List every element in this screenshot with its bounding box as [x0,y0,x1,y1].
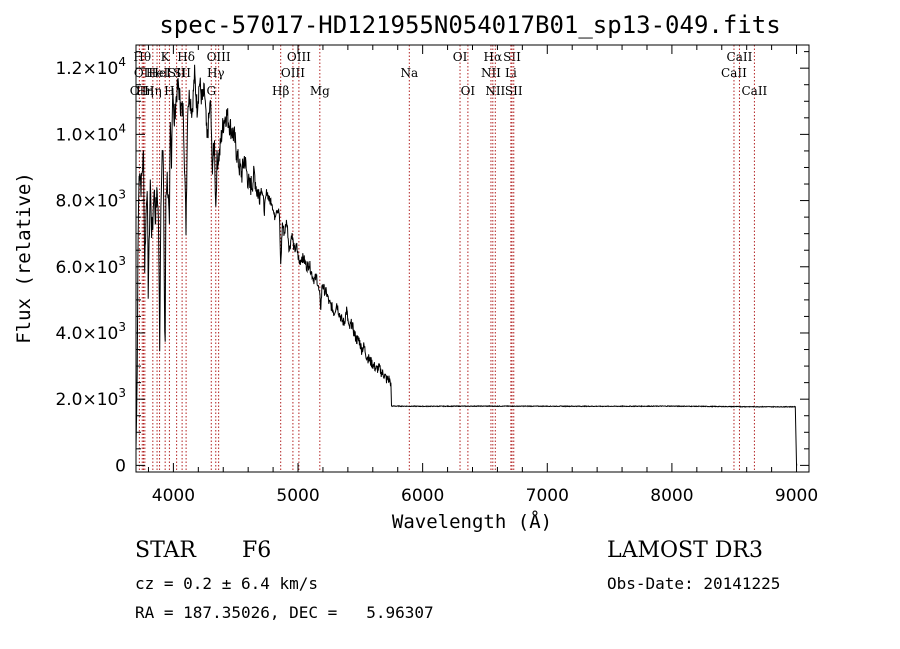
y-tick-label-4: 8.0×103 [55,188,126,212]
spectral-line-label-3: Hη [136,84,154,98]
plot-frame [135,44,810,473]
spectral-line-label-25: Li [505,66,517,80]
spectral-line-label-5: HeI [146,66,169,80]
x-axis-label: Wavelength (Å) [392,510,552,533]
y-tick-label-1: 2.0×103 [55,386,126,410]
spectral-line-label-26: SII [503,50,521,64]
survey-name: LAMOST DR3 [607,538,763,563]
spectral-line-label-1: Hθ [133,50,151,64]
x-tick-label-0: 4000 [152,486,195,506]
y-tick-label-2: 4.0×103 [55,320,126,344]
obs-date: Obs-Date: 20141225 [607,574,781,593]
ra-dec: RA = 187.35026, DEC = 5.96307 [135,603,434,622]
spectral-line-label-23: Hα [484,50,503,64]
chart-title: spec-57017-HD121955N054017B01_sp13-049.f… [159,11,780,39]
spectral-line-label-14: OIII [207,50,231,64]
x-tick-label-1: 5000 [276,486,319,506]
y-axis: 0 2.0×103 4.0×103 6.0×103 8.0×103 1.0×104 1.2×… [55,51,809,476]
y-tick-label-0: 0 [115,456,126,476]
spectral-line-markers: OIIHθOIIHηHηHeIHeIKHSIISIIHδGHγOIIIHβOII… [130,45,768,472]
spectral-line-label-20: OI [453,50,468,64]
x-tick-label-2: 6000 [401,486,444,506]
y-tick-label-6: 1.2×104 [55,55,126,79]
spectral-line-label-15: Hβ [272,84,289,98]
spectral-line-label-22: NII [481,66,501,80]
x-axis: 4000 5000 6000 7000 8000 9000 [147,45,818,506]
spectral-line-label-2: OII [134,66,154,80]
subclass: F6 [242,538,272,563]
spectral-line-label-30: CaII [741,84,767,98]
spectral-line-label-4: Hη [144,84,162,98]
spectral-line-label-16: OIII [281,66,305,80]
spectral-line-label-21: OI [461,84,476,98]
spectral-line-label-27: SII [505,84,523,98]
y-tick-label-3: 6.0×103 [55,254,126,278]
spectral-line-label-11: Hδ [177,50,195,64]
spectral-line-label-12: G [206,84,216,98]
x-tick-label-5: 9000 [775,486,818,506]
y-axis-label: Flux (relative) [13,172,35,344]
spectrum-line [135,64,798,466]
spectral-line-label-24: NII [485,84,505,98]
spectral-line-label-10: SII [173,66,191,80]
spectral-line-label-7: K [161,50,171,64]
spectral-line-label-18: Mg [310,84,330,98]
object-type: STAR [135,538,196,563]
spectral-line-label-13: Hγ [207,66,225,80]
spectral-line-label-8: H [164,84,174,98]
spectral-line-label-29: CaII [727,50,753,64]
spectral-line-label-19: Na [400,66,418,80]
spectral-line-label-28: CaII [721,66,747,80]
spectral-line-label-9: SII [168,66,186,80]
x-tick-label-4: 8000 [650,486,693,506]
spectrum-series [135,64,798,466]
spectral-line-label-17: OIII [287,50,311,64]
y-tick-label-5: 1.0×104 [55,121,126,145]
redshift-cz: cz = 0.2 ± 6.4 km/s [135,574,319,593]
x-tick-label-3: 7000 [526,486,569,506]
